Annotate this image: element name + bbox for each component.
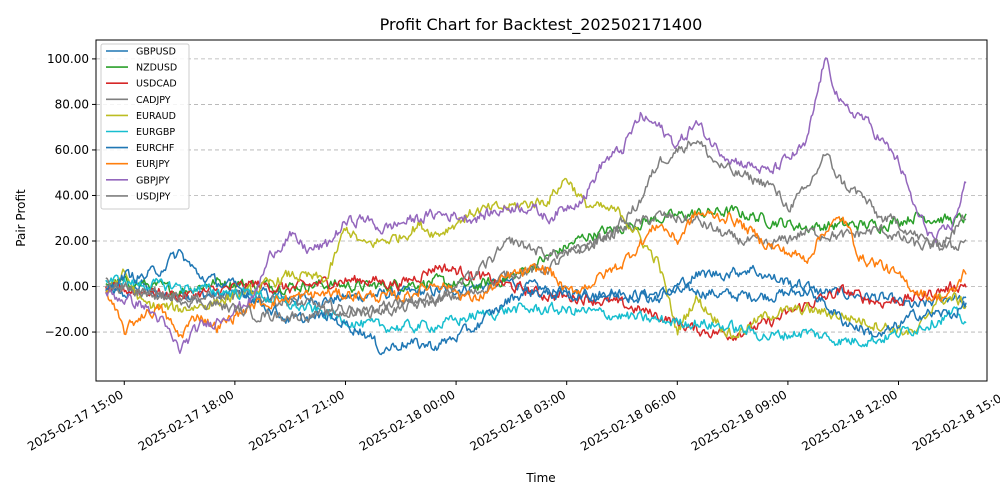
x-tick-label: 2025-02-17 21:00 xyxy=(246,387,347,453)
series-lines xyxy=(105,57,967,356)
legend-label: GBPUSD xyxy=(136,47,176,58)
series-line-eurchf xyxy=(105,249,967,356)
y-tick-label: 0.00 xyxy=(62,280,89,294)
legend-label: GBPJPY xyxy=(136,175,170,186)
y-axis: −20.00 0.00 20.00 40.00 60.00 80.00 100.00 xyxy=(45,52,96,339)
x-axis-label: Time xyxy=(525,471,555,485)
y-tick-label: 40.00 xyxy=(55,188,89,202)
x-tick-label: 2025-02-17 18:00 xyxy=(136,387,237,453)
plot-area-frame xyxy=(95,39,988,382)
x-axis: 2025-02-17 15:00 2025-02-17 18:00 2025-02-… xyxy=(25,381,1000,454)
y-tick-label: 60.00 xyxy=(55,143,89,157)
x-tick-label: 2025-02-18 15:00 xyxy=(910,387,1000,453)
series-line-usdcad xyxy=(105,263,967,342)
x-tick-label: 2025-02-18 06:00 xyxy=(578,387,679,453)
y-tick-label: 20.00 xyxy=(55,234,89,248)
legend: GBPUSD NZDUSD USDCAD CADJPY EURAUD EURGBP EURC… xyxy=(100,43,190,210)
legend-label: EURCHF xyxy=(136,143,174,154)
y-tick-label: −20.00 xyxy=(45,325,89,339)
legend-label: EURAUD xyxy=(136,111,176,122)
x-tick-label: 2025-02-18 12:00 xyxy=(799,387,900,453)
y-tick-label: 100.00 xyxy=(47,52,89,66)
y-tick-label: 80.00 xyxy=(55,97,89,111)
legend-box xyxy=(100,43,190,210)
x-tick-label: 2025-02-18 03:00 xyxy=(468,387,569,453)
series-line-eurgbp xyxy=(105,274,967,348)
legend-label: EURJPY xyxy=(136,159,170,170)
legend-label: USDJPY xyxy=(136,191,171,202)
series-line-gbpjpy xyxy=(105,57,967,355)
x-tick-label: 2025-02-18 00:00 xyxy=(357,387,458,453)
y-axis-label: Pair Profit xyxy=(14,189,28,247)
legend-label: EURGBP xyxy=(136,127,175,138)
legend-label: CADJPY xyxy=(136,95,171,106)
y-gridlines xyxy=(96,58,987,333)
legend-label: USDCAD xyxy=(136,79,177,90)
legend-label: NZDUSD xyxy=(136,63,177,74)
series-line-eurjpy xyxy=(105,210,967,339)
x-tick-label: 2025-02-17 15:00 xyxy=(25,387,126,453)
x-tick-label: 2025-02-18 09:00 xyxy=(689,387,790,453)
chart-title: Profit Chart for Backtest_202502171400 xyxy=(380,15,703,35)
series-line-usdjpy xyxy=(105,140,967,323)
series-line-euraud xyxy=(105,177,967,340)
